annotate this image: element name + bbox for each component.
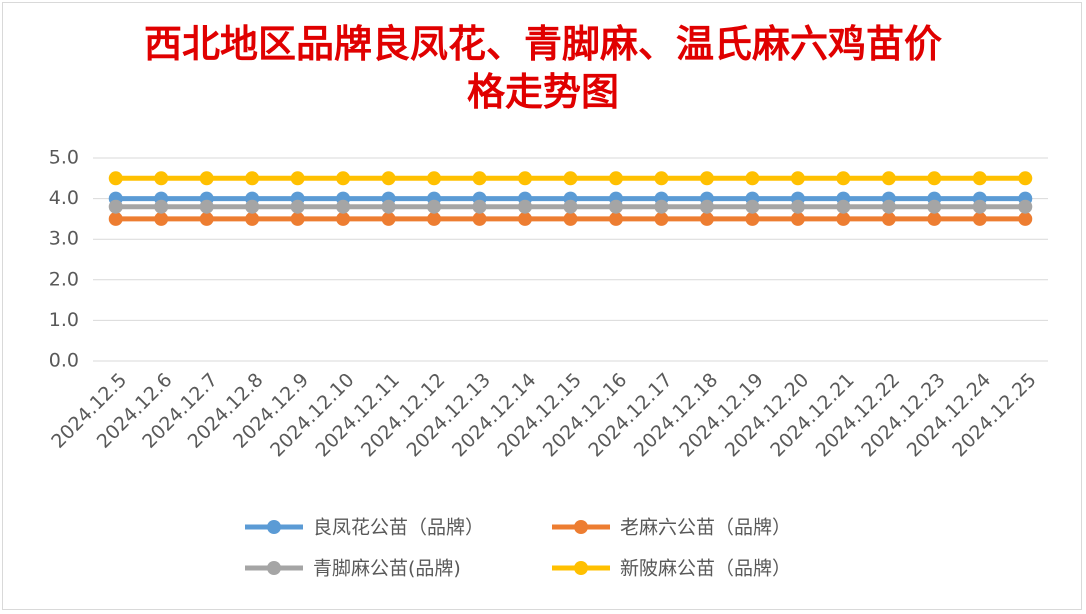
point — [563, 199, 578, 214]
point — [608, 171, 623, 186]
point — [927, 199, 942, 214]
point — [290, 211, 305, 226]
y-tick-label: 2.0 — [49, 268, 79, 290]
point — [518, 199, 533, 214]
point — [472, 211, 487, 226]
point — [1018, 211, 1033, 226]
y-tick-label: 5.0 — [49, 147, 79, 169]
point — [608, 199, 623, 214]
legend-marker — [574, 561, 588, 575]
point — [972, 211, 987, 226]
point — [290, 199, 305, 214]
point — [654, 171, 669, 186]
point — [699, 171, 714, 186]
point — [427, 199, 442, 214]
y-tick-label: 3.0 — [49, 228, 79, 250]
point — [472, 171, 487, 186]
point — [154, 199, 169, 214]
point — [245, 211, 260, 226]
point — [245, 199, 260, 214]
point — [199, 199, 214, 214]
legend-label: 青脚麻公苗(品牌) — [313, 558, 461, 580]
point — [927, 211, 942, 226]
point — [836, 211, 851, 226]
point — [745, 211, 760, 226]
point — [199, 171, 214, 186]
point — [836, 171, 851, 186]
y-tick-label: 1.0 — [49, 309, 79, 331]
point — [108, 199, 123, 214]
point — [1018, 171, 1033, 186]
point — [381, 171, 396, 186]
point — [245, 171, 260, 186]
point — [881, 211, 896, 226]
point — [518, 171, 533, 186]
point — [563, 211, 578, 226]
point — [654, 199, 669, 214]
point — [381, 211, 396, 226]
point — [654, 211, 669, 226]
point — [563, 171, 578, 186]
point — [790, 171, 805, 186]
point — [427, 211, 442, 226]
point — [608, 211, 623, 226]
legend-label: 新陂麻公苗（品牌） — [620, 558, 791, 580]
point — [154, 211, 169, 226]
legend-label: 老麻六公苗（品牌） — [620, 517, 791, 539]
point — [199, 211, 214, 226]
point — [972, 199, 987, 214]
point — [518, 211, 533, 226]
point — [336, 171, 351, 186]
y-tick-label: 0.0 — [49, 350, 79, 372]
point — [881, 171, 896, 186]
point — [154, 171, 169, 186]
point — [108, 171, 123, 186]
point — [1018, 199, 1033, 214]
point — [336, 211, 351, 226]
point — [336, 199, 351, 214]
legend-marker — [574, 520, 588, 534]
legend-label: 良凤花公苗（品牌） — [313, 517, 484, 539]
point — [836, 199, 851, 214]
point — [290, 171, 305, 186]
y-tick-label: 4.0 — [49, 187, 79, 209]
point — [790, 211, 805, 226]
point — [927, 171, 942, 186]
point — [745, 171, 760, 186]
legend-marker — [267, 520, 281, 534]
point — [699, 211, 714, 226]
point — [381, 199, 396, 214]
legend-marker — [267, 561, 281, 575]
point — [108, 211, 123, 226]
point — [699, 199, 714, 214]
chart-title: 西北地区品牌良凤花、青脚麻、温氏麻六鸡苗价格走势图 — [143, 21, 942, 114]
point — [972, 171, 987, 186]
point — [472, 199, 487, 214]
point — [427, 171, 442, 186]
point — [881, 199, 896, 214]
point — [745, 199, 760, 214]
point — [790, 199, 805, 214]
